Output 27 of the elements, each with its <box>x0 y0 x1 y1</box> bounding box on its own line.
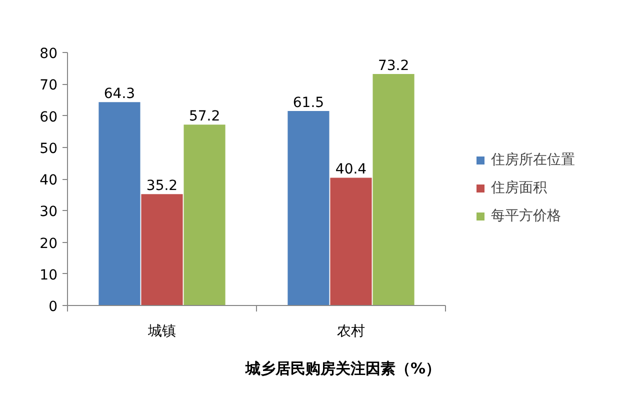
y-tick-label: 10 <box>40 267 58 284</box>
data-label: 57.2 <box>188 108 220 125</box>
data-label: 61.5 <box>292 95 324 112</box>
data-label: 35.2 <box>146 178 178 194</box>
text: 城乡居民购房关注因素（%） <box>244 360 441 378</box>
x-tick-label: 城镇 <box>147 324 176 340</box>
bar <box>372 74 414 306</box>
y-tick-label: 70 <box>40 78 58 94</box>
bar <box>330 178 372 306</box>
y-tick-label: 0 <box>48 299 58 315</box>
legend-label: 每平方价格 <box>491 207 561 225</box>
legend-label: 住房面积 <box>491 179 547 197</box>
bar <box>288 111 330 306</box>
data-label: 64.3 <box>104 86 136 102</box>
data-label: 40.4 <box>335 162 367 178</box>
y-tick-label: 60 <box>40 109 58 126</box>
y-tick-label: 20 <box>40 236 58 252</box>
data-label: 73.2 <box>378 58 410 74</box>
y-tick-label: 50 <box>40 140 58 157</box>
y-tick-label: 40 <box>40 172 58 188</box>
legend-label: 住房所在位置 <box>491 151 575 169</box>
y-tick-label: 80 <box>40 46 58 62</box>
x-tick-label: 农村 <box>337 324 365 340</box>
bar <box>184 124 226 306</box>
bar <box>98 102 140 306</box>
y-tick-label: 30 <box>40 204 58 220</box>
bar <box>141 194 183 306</box>
